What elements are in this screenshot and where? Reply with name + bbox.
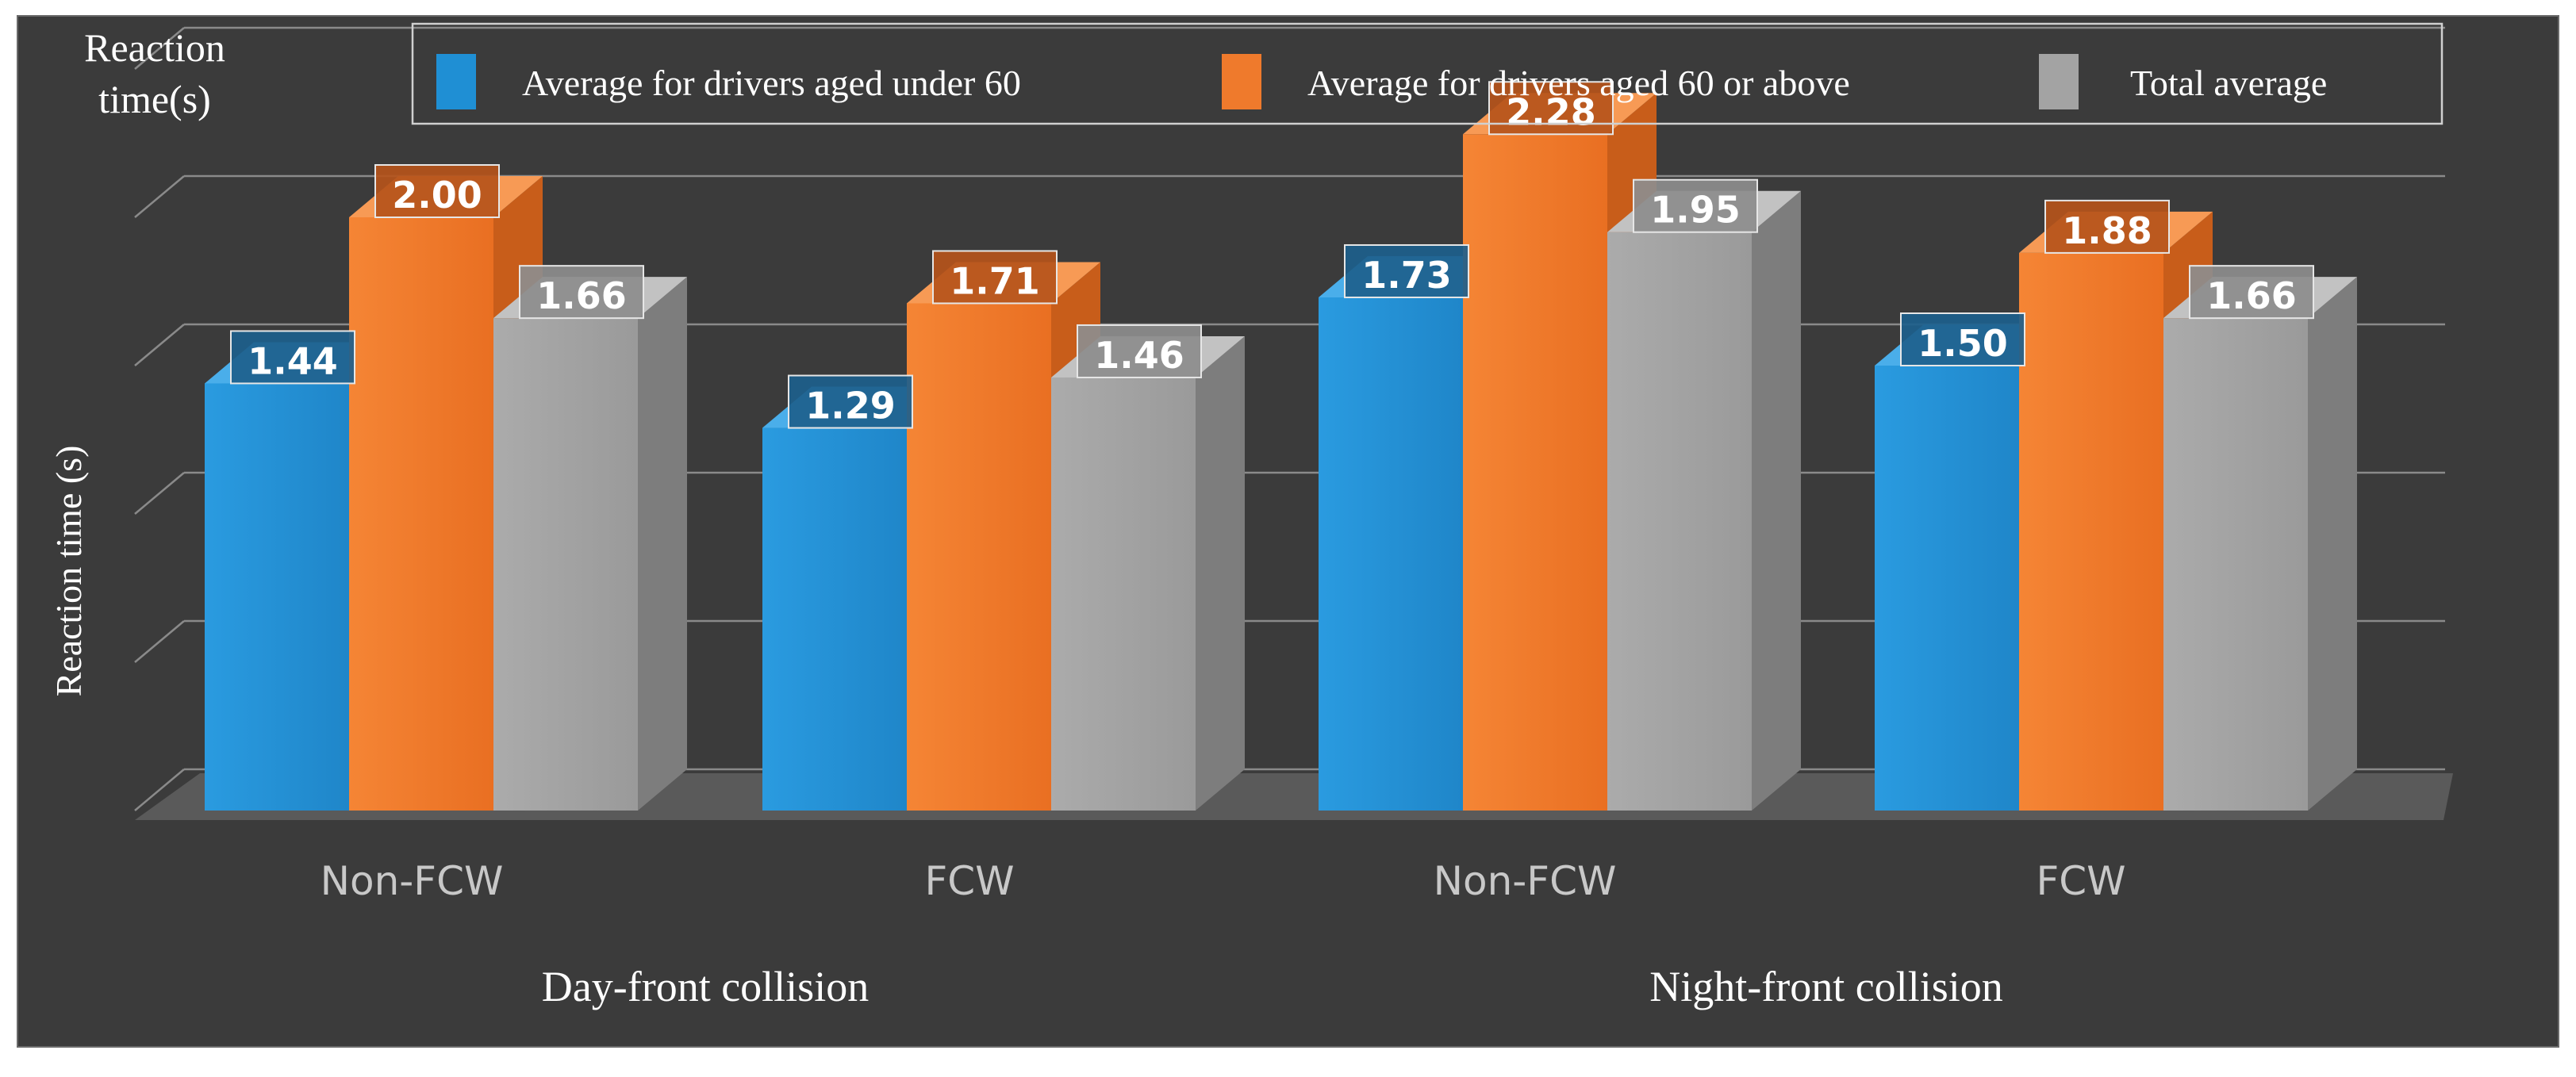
data-label-box-60-above-day-fcw <box>932 250 1058 305</box>
data-label-box-total-night-fcw <box>2189 265 2314 320</box>
data-label-box-60-above-night-non-fcw <box>1488 81 1614 136</box>
legend-swatch-60-above <box>1222 54 1261 109</box>
gridline-wall <box>134 324 185 366</box>
data-label-under-60-night-fcw: 1.50 <box>1918 322 2008 365</box>
corner-label-line-2: time(s) <box>98 77 211 121</box>
category-label-day-non-fcw: Non-FCW <box>321 858 504 904</box>
data-label-box-total-night-non-fcw <box>1633 178 1758 233</box>
bar-total-day-non-fcw <box>493 318 638 811</box>
bar-under-60-day-fcw <box>762 427 907 811</box>
data-label-under-60-night-non-fcw: 1.73 <box>1361 254 1452 297</box>
legend: Average for drivers aged under 60 Averag… <box>411 22 2444 125</box>
data-label-box-total-day-fcw <box>1077 324 1202 378</box>
bar-layer <box>205 93 2357 811</box>
corner-label-line-1: Reaction <box>84 25 225 70</box>
data-label-total-night-non-fcw: 1.95 <box>1650 189 1741 232</box>
bar-total-day-non-fcw-side <box>638 277 687 811</box>
data-label-60-above-day-non-fcw: 2.00 <box>392 174 482 217</box>
data-label-box-60-above-day-non-fcw <box>374 164 500 218</box>
bar-under-60-night-non-fcw <box>1319 297 1463 811</box>
category-label-day-fcw: FCW <box>924 858 1014 904</box>
gridline-wall <box>134 27 185 70</box>
group-label-day: Day-front collision <box>542 963 869 1010</box>
data-label-total-day-non-fcw: 1.66 <box>536 274 627 317</box>
category-label-night-fcw: FCW <box>2036 858 2125 904</box>
data-label-under-60-day-fcw: 1.29 <box>805 385 896 427</box>
data-label-box-60-above-night-fcw <box>2044 199 2170 254</box>
data-label-box-total-day-non-fcw <box>519 265 644 320</box>
y-axis-label: Reaction time (s) <box>48 446 89 697</box>
floor-layer <box>135 773 2453 820</box>
data-label-under-60-day-non-fcw: 1.44 <box>248 339 338 382</box>
data-label-box-under-60-day-fcw <box>788 374 913 429</box>
bar-under-60-night-fcw <box>1875 366 2019 811</box>
bar-total-day-fcw <box>1051 377 1196 811</box>
bar-60-above-day-fcw <box>907 303 1051 811</box>
legend-box <box>411 22 2444 125</box>
data-label-total-night-fcw: 1.66 <box>2206 274 2297 317</box>
data-label-box-under-60-night-non-fcw <box>1344 243 1469 298</box>
group-label-night: Night-front collision <box>1649 963 2002 1010</box>
gridline-wall <box>134 472 185 515</box>
data-label-box-under-60-night-fcw <box>1900 312 2025 366</box>
legend-label-60-above: Average for drivers aged 60 or above <box>1307 63 1850 103</box>
category-label-night-non-fcw: Non-FCW <box>1434 858 1617 904</box>
data-label-60-above-day-fcw: 1.71 <box>950 259 1040 302</box>
data-label-60-above-night-non-fcw: 2.28 <box>1506 90 1596 133</box>
legend-swatch-total <box>2039 54 2079 109</box>
bar-under-60-day-non-fcw <box>205 383 349 811</box>
gridline-wall <box>134 620 185 663</box>
bar-total-night-non-fcw-side <box>1752 190 1801 811</box>
gridline-wall <box>134 175 185 218</box>
bar-total-night-non-fcw <box>1607 232 1752 811</box>
bar-60-above-night-fcw <box>2019 252 2163 811</box>
legend-swatch-under-60 <box>436 54 476 109</box>
data-label-box-under-60-day-non-fcw <box>230 330 355 385</box>
bar-total-night-fcw-side <box>2308 277 2357 811</box>
bar-total-night-fcw <box>2163 318 2308 811</box>
data-label-total-day-fcw: 1.46 <box>1094 334 1184 377</box>
gridline-wall <box>134 768 185 811</box>
label-layer: 1.44 2.00 1.66 1.29 1.71 1.46 1.73 2.28 1.95 1.50… <box>230 81 2314 429</box>
bar-total-day-fcw-side <box>1196 335 1245 811</box>
data-label-60-above-night-fcw: 1.88 <box>2062 209 2152 252</box>
legend-label-under-60: Average for drivers aged under 60 <box>522 63 1021 103</box>
bar-60-above-day-non-fcw <box>349 217 493 811</box>
bar-60-above-night-non-fcw <box>1463 134 1607 811</box>
legend-label-total: Total average <box>2130 63 2327 103</box>
plot-floor <box>135 773 2453 820</box>
